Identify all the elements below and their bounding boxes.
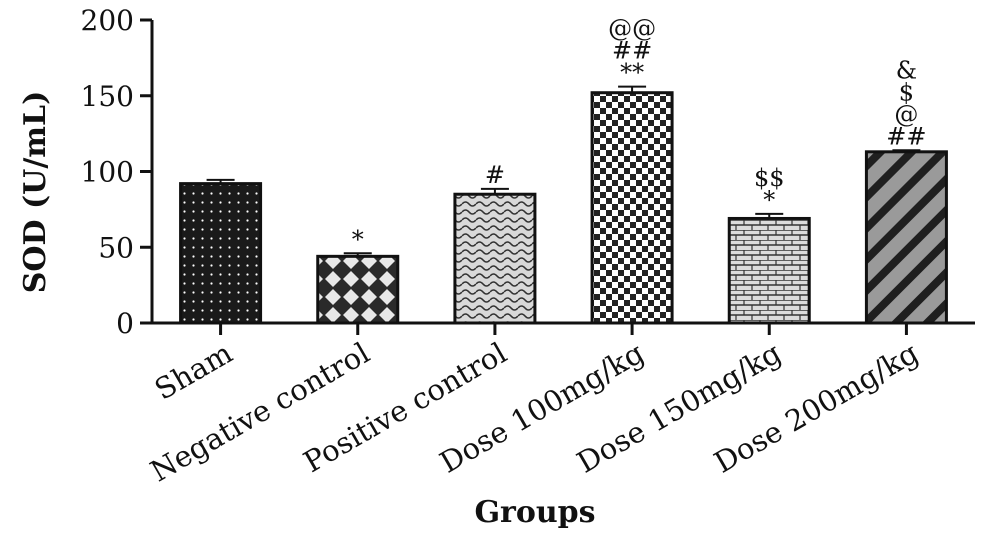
y-axis: 0 50 100 150 200 [81, 4, 154, 340]
significance-mark: ## [612, 37, 652, 65]
significance-mark: ** [620, 59, 644, 87]
bar [179, 182, 263, 325]
y-tick-label: 200 [81, 4, 134, 37]
y-tick-label: 150 [81, 80, 134, 113]
significance-annotations: *#**##@@*$$##@$& [352, 15, 927, 254]
x-axis-title: Groups [474, 495, 595, 530]
significance-mark: * [763, 186, 775, 214]
y-tick-label: 50 [98, 231, 134, 264]
significance-mark: $$ [754, 164, 785, 192]
significance-mark: @ [894, 100, 918, 128]
significance-mark: # [485, 161, 505, 189]
y-tick-label: 0 [116, 307, 134, 340]
bar [864, 150, 948, 325]
significance-mark: ## [886, 122, 926, 150]
significance-mark: @@ [608, 15, 656, 43]
significance-mark: $ [899, 78, 914, 106]
bar [453, 192, 537, 325]
y-tick-label: 100 [81, 156, 134, 189]
significance-mark: * [352, 225, 364, 253]
bars [179, 85, 948, 325]
x-tick-label: Sham [149, 336, 238, 407]
bar [590, 91, 674, 325]
bar [316, 254, 400, 325]
x-tick-label: Negative control [145, 336, 376, 489]
bar [727, 216, 811, 325]
y-axis-title: SOD (U/mL) [18, 91, 53, 294]
significance-mark: & [896, 56, 917, 84]
